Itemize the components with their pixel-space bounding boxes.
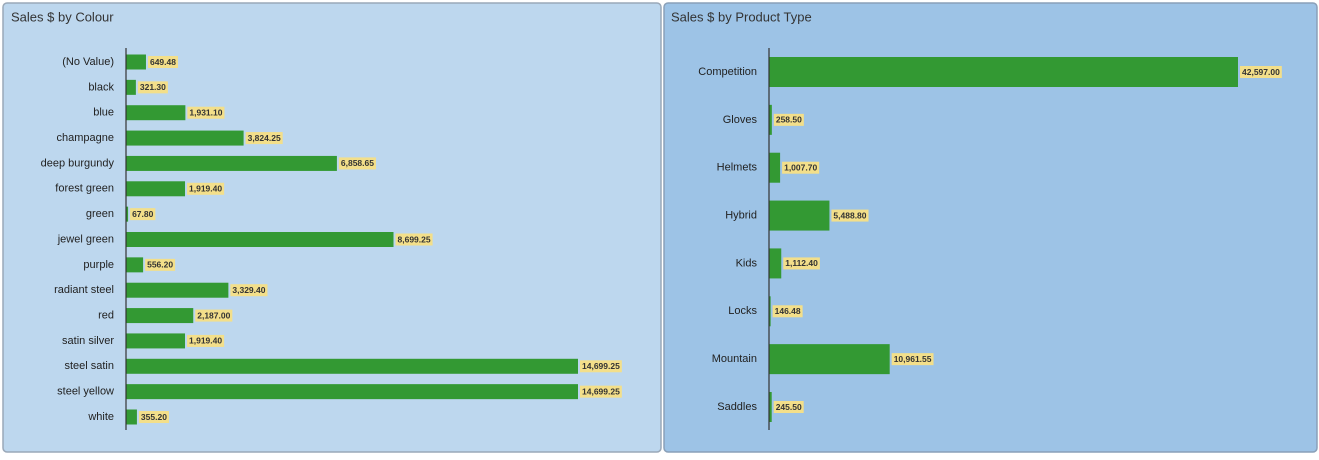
category-label: steel satin <box>64 360 114 372</box>
category-label: Mountain <box>712 353 757 365</box>
value-label: 1,007.70 <box>784 162 817 172</box>
category-label: champagne <box>57 132 115 144</box>
category-label: red <box>98 309 114 321</box>
category-label: jewel green <box>57 233 114 245</box>
value-label-bg <box>1240 66 1282 78</box>
value-label: 1,931.10 <box>189 107 222 117</box>
bar <box>126 409 137 425</box>
bar <box>769 344 890 375</box>
value-label: 14,699.25 <box>582 386 620 396</box>
value-label: 321.30 <box>140 82 166 92</box>
category-label: deep burgundy <box>41 157 115 169</box>
bar <box>769 296 771 327</box>
bar <box>126 130 244 146</box>
value-label: 355.20 <box>141 412 167 422</box>
bar <box>769 152 781 183</box>
value-label-bg <box>195 309 233 322</box>
value-label: 1,112.40 <box>785 258 818 268</box>
value-label: 2,187.00 <box>197 310 230 320</box>
bar <box>769 392 772 422</box>
category-label: Locks <box>728 305 757 317</box>
bar <box>126 181 186 197</box>
value-label: 42,597.00 <box>1242 67 1280 77</box>
category-label: steel yellow <box>57 386 114 398</box>
bar <box>126 155 337 171</box>
category-label: white <box>87 411 114 423</box>
category-label: Kids <box>736 257 758 269</box>
value-label-bg <box>773 113 804 126</box>
value-label: 1,919.40 <box>189 336 222 346</box>
category-label: Competition <box>698 66 757 78</box>
panel <box>663 2 1318 453</box>
bar <box>126 79 136 95</box>
value-label-bg <box>580 385 622 398</box>
value-label: 649.48 <box>150 57 176 67</box>
category-label: forest green <box>55 183 114 195</box>
value-label-bg <box>783 257 820 270</box>
bar <box>769 104 772 135</box>
value-label-bg <box>230 284 268 297</box>
value-label-bg <box>145 258 176 271</box>
category-label: blue <box>93 107 114 119</box>
category-label: radiant steel <box>54 284 114 296</box>
value-label: 245.50 <box>776 402 802 412</box>
value-label-bg <box>772 305 803 318</box>
bar <box>126 206 129 222</box>
value-label: 556.20 <box>147 260 173 270</box>
category-label: Gloves <box>723 114 758 126</box>
value-label: 8,699.25 <box>398 234 431 244</box>
chart-title: Sales $ by Colour <box>11 9 114 24</box>
bar <box>126 358 578 374</box>
value-label-bg <box>137 81 168 94</box>
bar <box>126 282 229 298</box>
value-label-bg <box>147 56 178 68</box>
value-label-bg <box>338 157 376 170</box>
value-label-bg <box>130 208 156 221</box>
category-label: black <box>88 81 114 93</box>
value-label: 10,961.55 <box>894 354 932 364</box>
value-label: 146.48 <box>775 306 801 316</box>
bar <box>769 57 1238 87</box>
chart-title: Sales $ by Product Type <box>671 9 812 24</box>
bar <box>769 248 782 279</box>
bar <box>126 333 186 349</box>
value-label: 67.80 <box>132 209 154 219</box>
value-label-bg <box>187 182 225 195</box>
category-label: Saddles <box>717 401 757 413</box>
value-label: 3,329.40 <box>232 285 265 295</box>
category-label: Hybrid <box>725 209 757 221</box>
category-label: Helmets <box>717 162 758 174</box>
value-label: 6,858.65 <box>341 158 374 168</box>
value-label: 1,919.40 <box>189 184 222 194</box>
bar <box>126 105 186 121</box>
value-label-bg <box>138 411 169 423</box>
bar <box>126 257 144 273</box>
bar <box>769 200 830 231</box>
value-label: 14,699.25 <box>582 361 620 371</box>
category-label: purple <box>83 259 114 271</box>
category-label: (No Value) <box>62 56 114 68</box>
value-label-bg <box>580 360 622 373</box>
value-label-bg <box>395 233 433 246</box>
category-label: satin silver <box>62 335 114 347</box>
value-label-bg <box>187 334 225 347</box>
bar <box>126 308 194 324</box>
value-label-bg <box>245 132 283 145</box>
value-label: 258.50 <box>776 115 802 125</box>
bar <box>126 384 578 400</box>
value-label: 5,488.80 <box>833 210 866 220</box>
value-label-bg <box>891 353 934 366</box>
value-label-bg <box>187 106 225 119</box>
bar <box>126 232 394 247</box>
category-label: green <box>86 208 114 220</box>
bar <box>126 54 146 70</box>
value-label-bg <box>782 161 820 174</box>
value-label-bg <box>831 209 869 222</box>
value-label: 3,824.25 <box>248 133 281 143</box>
value-label-bg <box>773 401 804 413</box>
